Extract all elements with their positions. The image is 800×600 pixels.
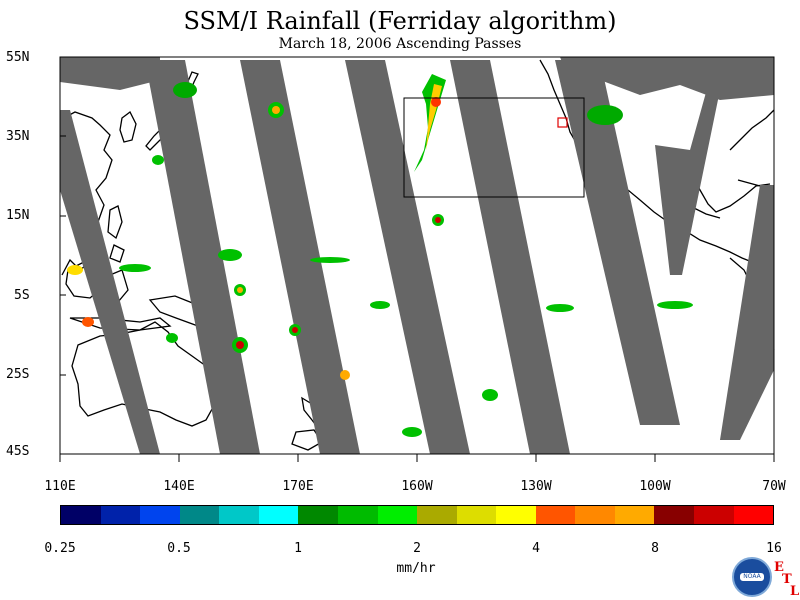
colorbar-label-0-25: 0.25 [44,541,76,556]
etl-letter-e: E [774,560,784,575]
colorbar-cell-3 [179,506,220,524]
lon-label-140e: 140E [163,479,195,494]
lat-label-5s: 5S [14,288,30,303]
swath-gap-7 [655,60,774,275]
rain-cell-15 [482,389,498,401]
swath-gap-2 [145,60,260,454]
noaa-logo-text: NOAA [740,573,764,581]
lat-label-35n: 35N [6,129,30,144]
lon-ticks [59,454,775,462]
etl-letter-t: T [782,572,792,587]
rain-cell-10 [218,249,242,261]
rain-cell-21 [173,82,197,98]
north-no-data [60,57,160,90]
colorbar-units: mm/hr [396,561,436,576]
rain-cell-5 [340,370,350,380]
rain-cell-1 [431,97,441,107]
lon-label-170e: 170E [282,479,314,494]
rain-cell-9 [166,333,178,343]
lon-label-70w: 70W [762,479,786,494]
swath-gap-1 [60,110,160,454]
page-subtitle: March 18, 2006 Ascending Passes [278,36,522,52]
colorbar-label-0-5: 0.5 [167,541,191,556]
lon-label-160w: 160W [401,479,433,494]
rain-cell-16 [370,301,390,309]
lat-label-15n: 15N [6,208,30,223]
colorbar-cell-1 [100,506,141,524]
lat-ticks [60,56,66,455]
colorbar-cell-2 [140,506,180,524]
rain-cell-8 [82,317,94,327]
lon-label-130w: 130W [520,479,552,494]
noaa-logo: NOAA [732,557,772,597]
page-title: SSM/I Rainfall (Ferriday algorithm) [183,7,617,35]
colorbar-cell-5 [258,506,299,524]
rain-cell-2-core [272,106,280,114]
philippines-coastline [107,205,125,263]
lat-label-55n: 55N [6,50,30,65]
rain-cell-4-core [292,327,298,333]
colorbar-cell-17 [733,506,774,524]
colorbar-cell-16 [694,506,734,524]
colorbar [60,505,774,525]
rain-cell-17 [119,264,151,272]
colorbar-cell-14 [614,506,655,524]
region-box [403,97,585,198]
rain-cell-3-core [236,341,244,349]
swath-gap-3 [240,60,360,454]
lat-label-45s: 45S [6,444,30,459]
red-marker [557,117,568,128]
rain-cell-13 [546,304,574,312]
colorbar-cell-11 [496,506,536,524]
lon-label-100w: 100W [639,479,671,494]
rain-cell-18 [67,265,83,275]
colorbar-label-2: 2 [413,541,421,556]
australia-coastline [71,321,217,427]
rain-cell-14 [657,301,693,309]
colorbar-cell-15 [654,506,694,524]
colorbar-cell-13 [575,506,615,524]
lon-label-110e: 110E [44,479,76,494]
rain-cell-11 [152,155,164,165]
etl-letter-l: L [790,584,800,599]
lat-label-25s: 25S [6,367,30,382]
rain-cell-20 [587,105,623,125]
colorbar-cell-7 [337,506,378,524]
colorbar-cell-9 [417,506,457,524]
colorbar-cell-4 [219,506,259,524]
korea-coastline [119,111,137,143]
colorbar-label-4: 4 [532,541,540,556]
swath-gap-6 [555,60,680,425]
colorbar-cell-8 [377,506,418,524]
colorbar-label-16: 16 [766,541,782,556]
colorbar-cell-10 [456,506,497,524]
swath-gaps [60,57,774,454]
rain-cell-6-core [435,217,441,223]
swath-gap-4 [345,60,470,454]
gulf-coastline [659,109,775,219]
rain-cell-19 [310,257,350,263]
colorbar-cell-0 [61,506,101,524]
swath-gap-5 [450,60,570,454]
north-no-data-2 [560,57,774,100]
colorbar-cell-12 [535,506,576,524]
rain-cell-7-core [237,287,243,293]
rain-cell-12 [402,427,422,437]
colorbar-cell-6 [298,506,338,524]
swath-gap-8 [720,185,774,440]
colorbar-label-1: 1 [294,541,302,556]
colorbar-label-8: 8 [651,541,659,556]
